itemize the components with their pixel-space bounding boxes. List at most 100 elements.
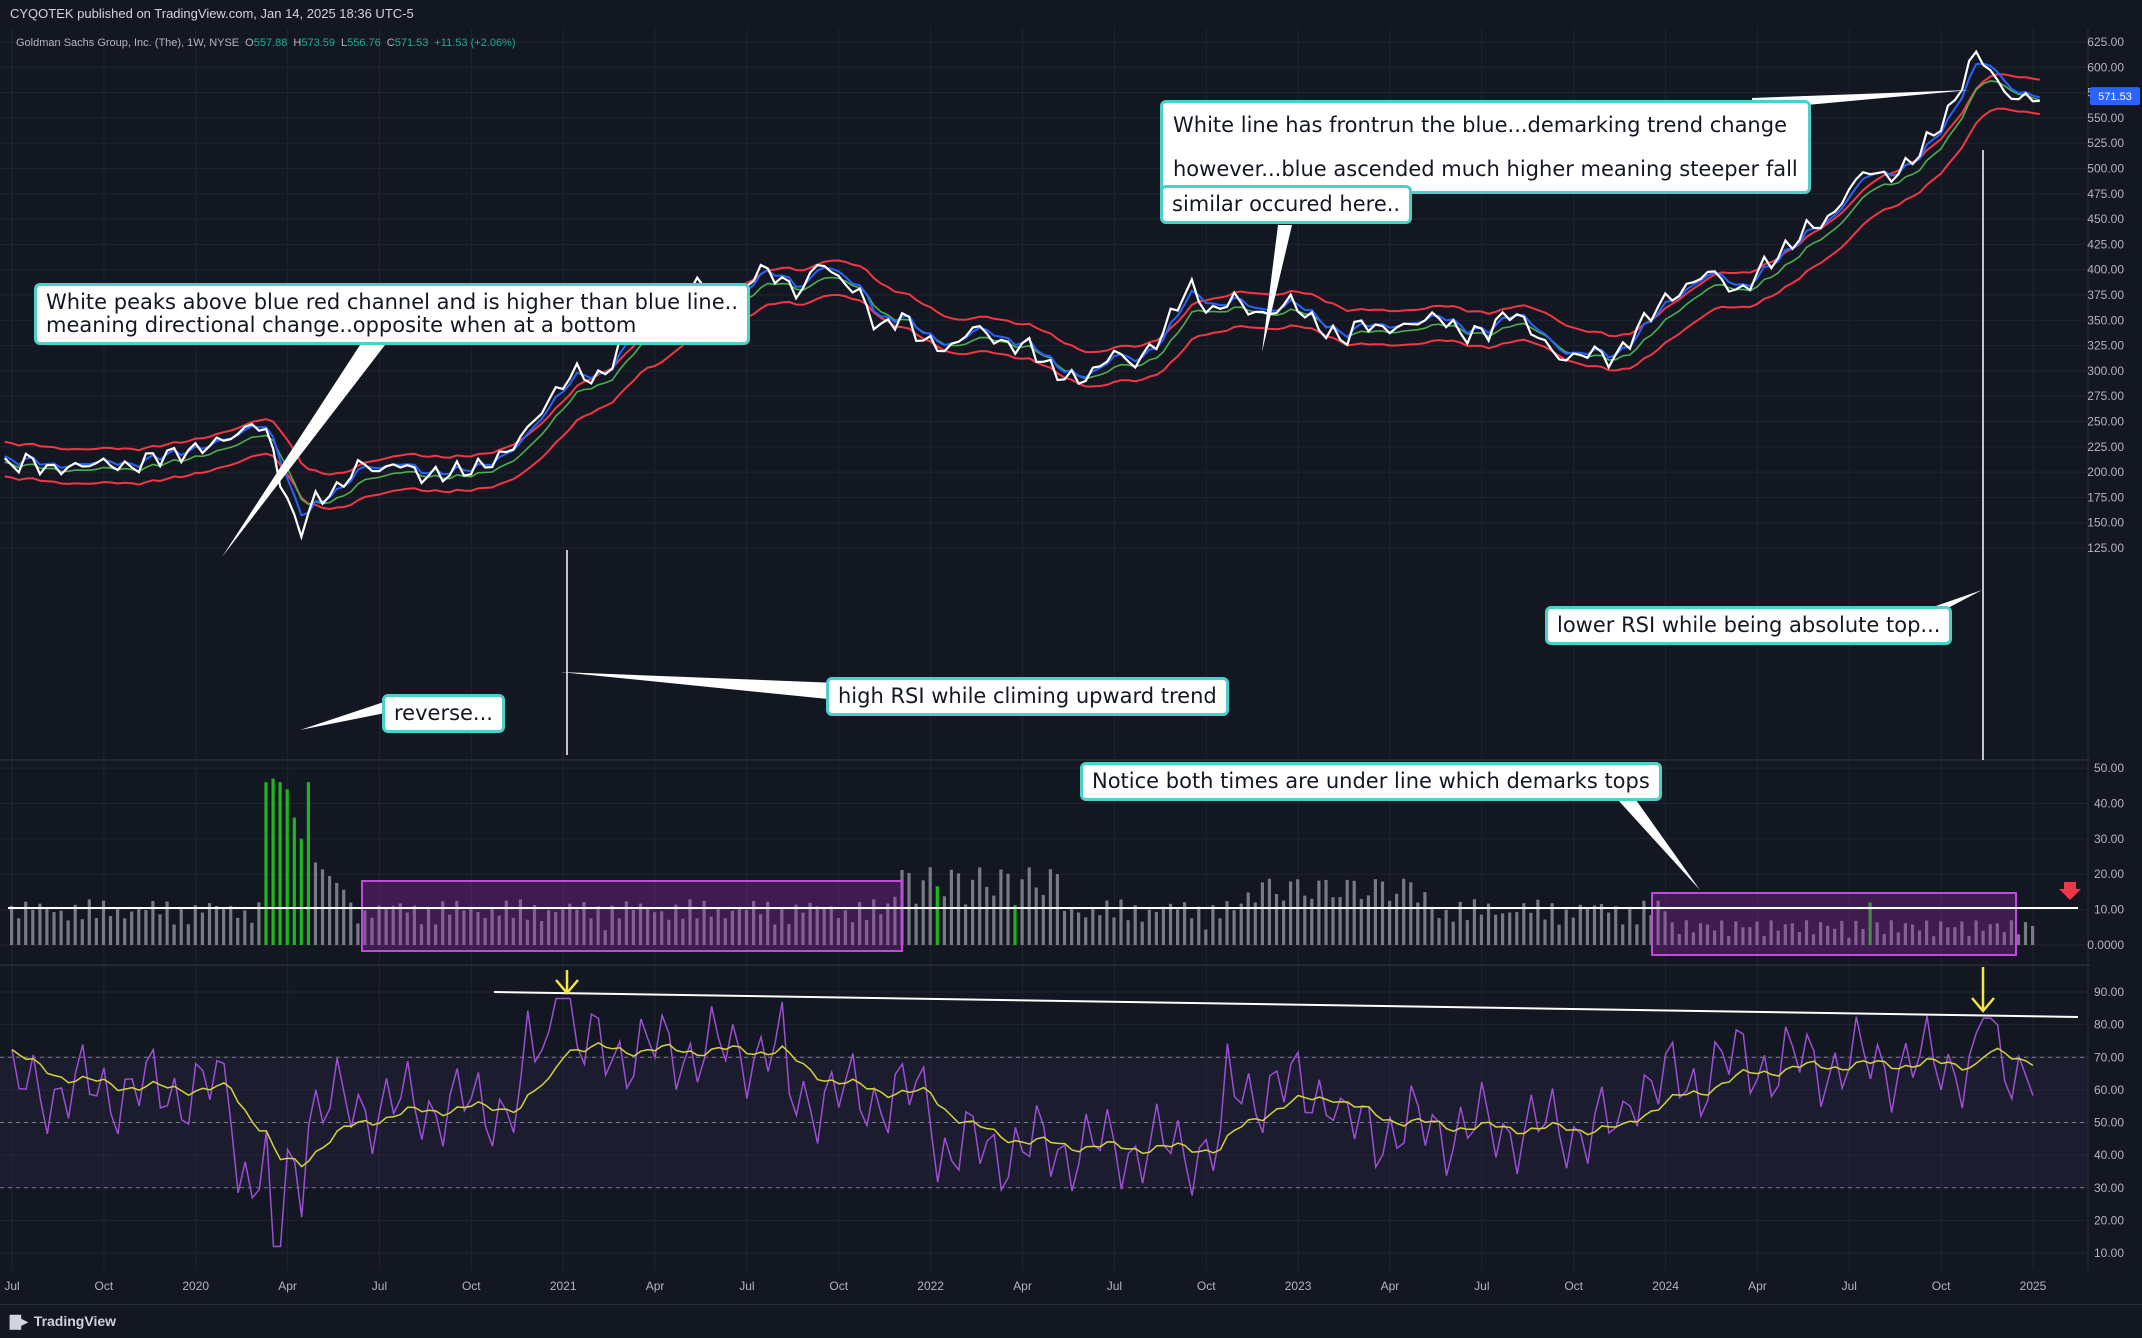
legend-h-value: 573.59 <box>301 37 335 49</box>
rsi-tick-label: 80.00 <box>2094 1018 2124 1032</box>
volume-bars <box>10 778 2035 945</box>
volume-bar <box>45 907 49 945</box>
volume-tick-label: 20.00 <box>2094 867 2124 881</box>
volume-bar <box>1006 873 1010 945</box>
volume-bar <box>1218 918 1222 945</box>
volume-bar <box>2002 932 2006 945</box>
volume-bar <box>313 862 318 945</box>
time-tick-label: Apr <box>1381 1279 1400 1293</box>
volume-bar <box>582 901 586 945</box>
legend-h-label: H <box>293 37 301 49</box>
volume-bar <box>1840 920 1844 945</box>
volume-bar <box>292 817 296 945</box>
price-axis: 625.00600.00575.00550.00525.00500.00475.… <box>2087 35 2140 555</box>
volume-bar <box>1677 934 1681 945</box>
volume-bar <box>631 910 635 945</box>
volume-bar <box>1889 920 1893 945</box>
volume-bar <box>1119 899 1123 945</box>
chart-svg[interactable]: 625.00600.00575.00550.00525.00500.00475.… <box>0 28 2142 1304</box>
price-tick-label: 200.00 <box>2087 465 2124 479</box>
callout-frontrun-line2: however...blue ascended much higher mean… <box>1173 157 1798 181</box>
volume-bar <box>815 906 819 945</box>
volume-bar <box>1592 905 1597 945</box>
volume-bar <box>38 903 42 945</box>
volume-bar <box>978 867 982 945</box>
volume-bar <box>200 912 204 945</box>
time-tick-label: 2023 <box>1285 1279 1312 1293</box>
volume-bar <box>1380 881 1385 945</box>
volume-bar <box>1232 910 1236 945</box>
volume-bar <box>207 903 212 945</box>
volume-bar <box>964 904 968 945</box>
volume-bar <box>80 919 84 945</box>
callout-white-peaks: White peaks above blue red channel and i… <box>34 283 751 345</box>
volume-bar <box>646 907 650 945</box>
volume-bar <box>1578 904 1582 945</box>
time-tick-label: Oct <box>462 1279 481 1293</box>
volume-bar <box>589 918 593 945</box>
legend-c-value: 571.53 <box>395 37 429 49</box>
grid-lines <box>0 28 2088 1270</box>
volume-bar <box>843 910 847 945</box>
volume-bar <box>1635 924 1639 945</box>
volume-bar <box>441 901 445 945</box>
volume-bar <box>469 907 473 945</box>
volume-bar <box>928 867 932 945</box>
volume-bar <box>1847 937 1851 945</box>
volume-bar <box>1345 879 1349 945</box>
volume-bar <box>787 924 791 945</box>
rsi-tick-label: 70.00 <box>2094 1050 2124 1064</box>
volume-bar <box>448 914 452 945</box>
price-tick-label: 275.00 <box>2087 389 2124 403</box>
channel-upper-red <box>4 73 2040 476</box>
volume-bar <box>730 910 734 945</box>
volume-bar <box>179 907 183 945</box>
time-tick-label: Apr <box>1013 1279 1032 1293</box>
volume-bar <box>702 900 706 945</box>
volume-bar <box>1324 879 1328 945</box>
volume-bar <box>1713 930 1717 945</box>
volume-bar <box>921 880 925 945</box>
rsi-band-lines <box>0 1056 2088 1189</box>
volume-bar <box>511 917 515 945</box>
volume-bar <box>236 917 240 945</box>
volume-bar <box>1557 924 1561 945</box>
volume-bar <box>893 896 897 945</box>
time-tick-label: 2022 <box>917 1279 944 1293</box>
volume-bar <box>1176 909 1180 945</box>
tradingview-logo[interactable]: ▇▸ TradingView <box>10 1313 116 1330</box>
volume-bar <box>1331 897 1335 945</box>
volume-bar <box>1282 900 1286 945</box>
volume-bar <box>1034 887 1038 945</box>
volume-bar <box>850 922 855 945</box>
pointer-notice <box>1618 800 1700 890</box>
volume-tick-label: 10.00 <box>2094 903 2124 917</box>
volume-bar <box>405 912 409 945</box>
volume-bar <box>773 924 777 945</box>
volume-bar <box>278 782 282 945</box>
volume-bar <box>137 907 141 945</box>
volume-bar <box>257 902 261 945</box>
callout-frontrun-line1: White line has frontrun the blue...demar… <box>1173 113 1787 137</box>
volume-bar <box>250 922 254 945</box>
volume-bar <box>94 918 98 945</box>
volume-bar <box>737 907 741 945</box>
price-tick-label: 325.00 <box>2087 339 2124 353</box>
price-current-badge <box>2090 87 2140 106</box>
volume-bar <box>1084 917 1088 945</box>
volume-bar <box>1395 893 1399 945</box>
rsi-line <box>11 997 2034 1248</box>
volume-bar <box>130 911 134 945</box>
volume-bar <box>518 899 522 945</box>
volume-bar <box>1274 894 1279 945</box>
volume-bar <box>752 901 756 945</box>
volume-bar <box>879 914 883 945</box>
price-tick-label: 525.00 <box>2087 136 2124 150</box>
volume-bar <box>144 910 148 945</box>
volume-bar <box>1614 906 1618 945</box>
volume-bar <box>1670 922 1674 945</box>
callout-high-rsi: high RSI while climing upward trend <box>826 677 1229 716</box>
callout-white-peaks-line1: White peaks above blue red channel and i… <box>46 290 739 314</box>
rsi-tick-label: 10.00 <box>2094 1246 2124 1260</box>
